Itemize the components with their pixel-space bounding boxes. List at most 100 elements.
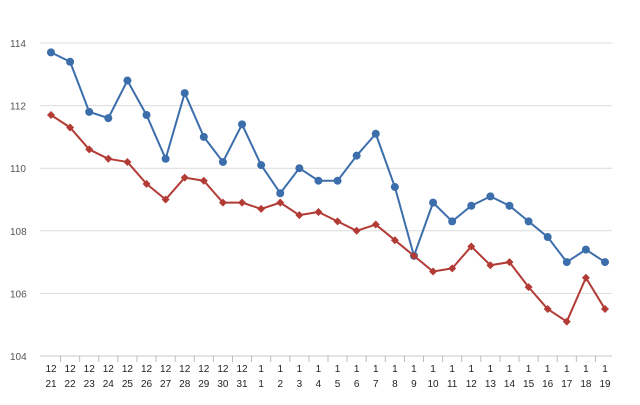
series-2-point xyxy=(409,251,418,260)
series-1-point xyxy=(238,120,247,129)
series-2-point xyxy=(47,110,55,119)
series-1-point xyxy=(467,201,476,210)
series-1-point xyxy=(85,107,94,116)
y-tick-label: 108 xyxy=(10,227,27,238)
x-tick-label-day: 11 xyxy=(447,379,458,390)
x-tick-label-month: 12 xyxy=(141,364,153,375)
x-tick-label-day: 31 xyxy=(236,379,248,390)
series-2-point xyxy=(543,305,552,314)
x-tick-label-month: 1 xyxy=(526,364,532,375)
series-1-point xyxy=(352,151,361,160)
series-2-point xyxy=(467,242,476,251)
series-2-point xyxy=(486,261,495,270)
x-tick-label-month: 1 xyxy=(297,364,303,375)
series-1-point xyxy=(505,201,514,210)
x-tick-label-day: 15 xyxy=(523,379,535,390)
series-1-point xyxy=(142,110,151,119)
x-tick-label-day: 13 xyxy=(485,379,497,390)
series-2-point xyxy=(123,157,132,166)
y-tick-label: 110 xyxy=(10,164,26,175)
series-2-point xyxy=(199,176,208,185)
x-tick-label-day: 10 xyxy=(428,379,440,390)
x-tick-label-day: 5 xyxy=(335,379,341,390)
series-2-point xyxy=(505,258,514,267)
series-1-point xyxy=(486,192,495,201)
x-tick-label-day: 30 xyxy=(217,379,229,390)
x-tick-label-day: 8 xyxy=(392,379,398,390)
x-tick-label-month: 1 xyxy=(430,364,436,375)
x-tick-label-day: 28 xyxy=(179,379,191,390)
series-1-point xyxy=(333,176,342,185)
series-2-point xyxy=(142,179,151,188)
x-tick-label-month: 1 xyxy=(468,364,474,375)
x-tick-label-month: 12 xyxy=(65,364,77,375)
series-1-point xyxy=(161,154,170,163)
series-2-point xyxy=(180,173,189,182)
x-tick-label-day: 27 xyxy=(160,379,172,390)
series-1-point xyxy=(581,245,590,254)
series-2-point xyxy=(448,264,457,273)
x-tick-label-day: 23 xyxy=(84,379,96,390)
x-tick-label-month: 1 xyxy=(488,364,494,375)
grid-layer xyxy=(40,42,612,357)
x-tick-label-day: 4 xyxy=(316,379,322,390)
x-tick-label-month: 1 xyxy=(564,364,570,375)
series-2-point xyxy=(314,208,323,217)
x-tick-label-month: 1 xyxy=(277,364,283,375)
series-1-point xyxy=(104,114,113,123)
x-tick-label-month: 1 xyxy=(545,364,551,375)
x-tick-label-month: 12 xyxy=(84,364,96,375)
series-line-1 xyxy=(50,51,606,264)
x-tick-label-month: 1 xyxy=(583,364,589,375)
series-1-point xyxy=(543,233,552,242)
series-2-point xyxy=(161,195,170,204)
x-tick-label-day: 24 xyxy=(103,379,115,390)
series-2-point xyxy=(238,198,247,207)
y-tick-label: 114 xyxy=(10,39,26,50)
series-2-point xyxy=(371,220,380,229)
series-line-2 xyxy=(50,114,606,323)
series-1-point xyxy=(390,182,399,191)
x-tick-label-month: 12 xyxy=(160,364,172,375)
x-tick-label-day: 2 xyxy=(277,379,283,390)
series-2-point xyxy=(66,123,75,132)
series-1-point xyxy=(180,89,189,98)
series-1-point xyxy=(123,76,132,85)
x-tick-label-month: 1 xyxy=(373,364,379,375)
x-tick-label-month: 12 xyxy=(198,364,210,375)
x-tick-label-day: 25 xyxy=(122,379,134,390)
x-tick-label-month: 1 xyxy=(602,364,608,375)
series-2-point xyxy=(390,236,399,245)
series-1-point xyxy=(47,48,55,57)
x-tick-label-month: 1 xyxy=(335,364,341,375)
series-2-point xyxy=(104,154,113,163)
series-1-point xyxy=(66,57,75,66)
y-tick-label: 106 xyxy=(10,289,27,300)
series-1-point xyxy=(218,157,227,166)
x-tick-label-day: 26 xyxy=(141,379,153,390)
x-tick-label-day: 1 xyxy=(258,379,264,390)
series-2-point xyxy=(333,217,342,226)
series-1-point xyxy=(257,161,266,170)
y-tick-label: 112 xyxy=(10,102,26,113)
x-tick-label-day: 6 xyxy=(354,379,360,390)
series-2-point xyxy=(429,267,438,276)
x-tick-label-day: 22 xyxy=(65,379,77,390)
series-2-point xyxy=(581,273,590,282)
y-tick-label: 104 xyxy=(10,352,27,363)
x-tick-label-month: 12 xyxy=(179,364,191,375)
series-2-point xyxy=(295,211,304,220)
series-2-point xyxy=(218,198,227,207)
x-tick-label-month: 1 xyxy=(316,364,322,375)
x-tick-label-day: 21 xyxy=(45,379,57,390)
series-1-point xyxy=(524,217,533,226)
series-1-point xyxy=(601,258,609,267)
series-2-point xyxy=(352,226,361,235)
axis-layer: 1041061081101121141221122212231224122512… xyxy=(10,39,611,390)
series-layer xyxy=(47,48,609,326)
series-1-point xyxy=(295,164,304,173)
x-tick-label-month: 1 xyxy=(449,364,455,375)
x-tick-label-day: 3 xyxy=(297,379,303,390)
x-tick-label-day: 18 xyxy=(580,379,592,390)
